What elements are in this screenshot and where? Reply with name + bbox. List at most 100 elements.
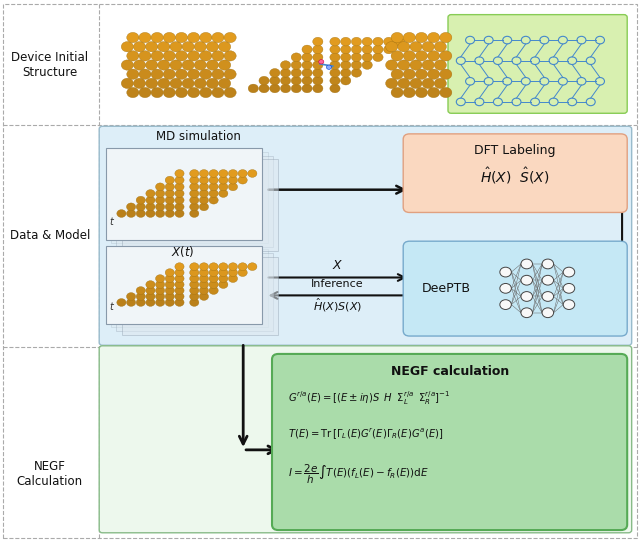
Circle shape [403, 87, 415, 98]
Circle shape [157, 42, 170, 52]
Circle shape [212, 51, 224, 61]
FancyBboxPatch shape [99, 126, 632, 345]
Circle shape [165, 183, 175, 191]
Circle shape [330, 61, 340, 69]
Circle shape [209, 190, 218, 197]
Circle shape [428, 51, 440, 61]
Circle shape [391, 69, 403, 79]
Circle shape [182, 78, 195, 88]
Circle shape [127, 210, 136, 217]
Circle shape [259, 76, 269, 85]
Circle shape [373, 37, 383, 46]
Circle shape [228, 263, 237, 270]
Circle shape [351, 68, 362, 77]
Circle shape [330, 37, 340, 46]
Circle shape [330, 76, 340, 85]
Text: $G^{r/a}(E) = [(E \pm i\eta)S\;\; H\;\; \Sigma_L^{r/a}\;\; \Sigma_R^{r/a}]^{-1}$: $G^{r/a}(E) = [(E \pm i\eta)S\;\; H\;\; … [288, 390, 451, 407]
Circle shape [146, 299, 155, 306]
Text: DeePTB: DeePTB [422, 282, 471, 295]
Circle shape [398, 60, 410, 70]
Circle shape [563, 267, 575, 277]
Circle shape [391, 87, 403, 98]
Circle shape [206, 42, 219, 52]
Circle shape [351, 53, 362, 62]
Circle shape [302, 45, 312, 54]
Circle shape [175, 170, 184, 177]
Circle shape [219, 60, 231, 70]
Circle shape [219, 275, 228, 282]
Circle shape [248, 170, 257, 177]
Circle shape [199, 176, 209, 184]
Circle shape [175, 263, 184, 270]
Circle shape [117, 299, 126, 306]
Circle shape [170, 60, 182, 70]
Circle shape [219, 78, 231, 88]
Text: $t$: $t$ [109, 215, 115, 227]
Circle shape [134, 60, 146, 70]
Circle shape [280, 68, 291, 77]
Circle shape [209, 263, 218, 270]
Circle shape [136, 203, 145, 211]
Circle shape [151, 33, 163, 43]
Circle shape [165, 281, 175, 288]
Circle shape [165, 190, 175, 197]
Circle shape [391, 51, 403, 61]
Text: $T(E) = \mathrm{Tr}\,[\Gamma_L(E)G^r(E)\Gamma_R(E)G^a(E)]$: $T(E) = \mathrm{Tr}\,[\Gamma_L(E)G^r(E)\… [288, 426, 444, 441]
Circle shape [127, 69, 139, 79]
Circle shape [209, 176, 218, 184]
Circle shape [170, 78, 182, 88]
Circle shape [195, 42, 206, 52]
Circle shape [156, 183, 164, 191]
Circle shape [383, 37, 394, 46]
Circle shape [139, 69, 151, 79]
Circle shape [206, 60, 219, 70]
Circle shape [175, 293, 184, 300]
Circle shape [134, 78, 146, 88]
Circle shape [373, 53, 383, 62]
Circle shape [189, 183, 199, 191]
Text: $\hat{H}(X)S(X)$: $\hat{H}(X)S(X)$ [313, 297, 362, 314]
Circle shape [189, 287, 199, 294]
Circle shape [302, 61, 312, 69]
Circle shape [165, 176, 175, 184]
Circle shape [238, 170, 247, 177]
Circle shape [340, 76, 351, 85]
Circle shape [199, 281, 209, 288]
Circle shape [117, 210, 126, 217]
Circle shape [340, 37, 351, 46]
FancyBboxPatch shape [106, 148, 262, 240]
FancyBboxPatch shape [106, 148, 262, 240]
Text: NEGF
Calculation: NEGF Calculation [17, 460, 83, 488]
Circle shape [175, 210, 184, 217]
Text: Data & Model: Data & Model [10, 229, 90, 242]
Circle shape [362, 61, 372, 69]
Circle shape [313, 53, 323, 62]
Circle shape [199, 293, 209, 300]
FancyBboxPatch shape [122, 159, 278, 251]
Circle shape [165, 287, 175, 294]
Circle shape [175, 183, 184, 191]
Circle shape [209, 196, 218, 204]
Circle shape [340, 68, 351, 77]
Circle shape [146, 210, 155, 217]
Circle shape [542, 275, 554, 285]
Circle shape [302, 84, 312, 93]
Circle shape [435, 60, 447, 70]
Circle shape [209, 183, 218, 191]
Circle shape [136, 210, 145, 217]
Circle shape [188, 69, 200, 79]
Circle shape [385, 60, 398, 70]
Circle shape [415, 51, 428, 61]
Circle shape [302, 53, 312, 62]
Circle shape [175, 269, 184, 276]
Circle shape [195, 60, 206, 70]
Circle shape [136, 196, 145, 204]
Circle shape [195, 78, 206, 88]
Circle shape [139, 87, 151, 98]
Circle shape [313, 61, 323, 69]
Circle shape [156, 203, 164, 211]
Circle shape [200, 69, 212, 79]
Circle shape [410, 42, 422, 52]
Circle shape [313, 76, 323, 85]
Circle shape [127, 33, 139, 43]
